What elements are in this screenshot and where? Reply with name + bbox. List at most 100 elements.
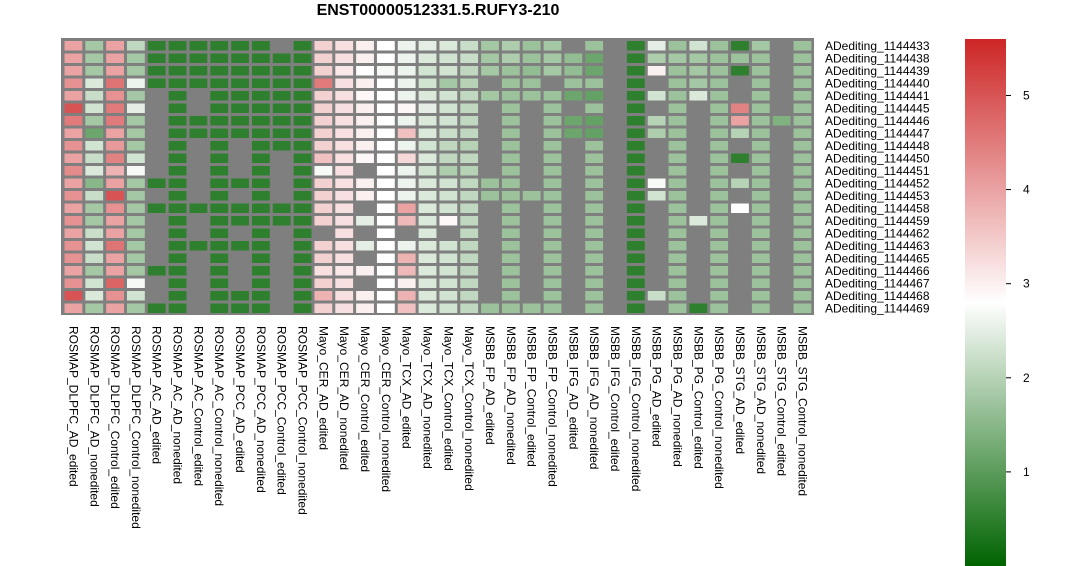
heatmap-cell <box>751 278 770 288</box>
heatmap-cell <box>210 116 229 126</box>
heatmap-cell <box>168 116 187 126</box>
heatmap-cell <box>106 128 124 138</box>
heatmap-cell <box>397 141 416 151</box>
heatmap-cell <box>647 203 666 213</box>
heatmap-cell <box>64 153 83 163</box>
heatmap-cell <box>543 78 562 88</box>
heatmap-cell <box>710 153 729 163</box>
heatmap-cell <box>439 66 458 76</box>
heatmap-cell <box>210 266 229 276</box>
heatmap-cell <box>647 103 666 113</box>
column-label: ROSMAP_AC_Control_nonedited <box>212 326 226 506</box>
heatmap-cell <box>335 128 354 138</box>
heatmap-cell <box>418 266 437 276</box>
heatmap-cell <box>439 303 458 313</box>
heatmap-cell <box>335 203 354 213</box>
heatmap-cell <box>647 216 666 226</box>
heatmap-cell <box>772 178 791 188</box>
heatmap-cell <box>293 278 312 288</box>
heatmap-cell <box>418 53 437 63</box>
row-label: ADediting_1144439 <box>825 64 930 78</box>
heatmap-cell <box>231 116 249 126</box>
heatmap-cell <box>251 78 270 88</box>
heatmap-cell <box>793 203 812 213</box>
colorbar-ticks: 1 2 3 4 5 <box>1006 88 1030 479</box>
heatmap-cell <box>668 228 687 238</box>
heatmap-cell <box>397 128 416 138</box>
heatmap-cell <box>606 291 624 301</box>
heatmap-cell <box>460 228 479 238</box>
heatmap-cell <box>522 253 541 263</box>
heatmap-cell <box>64 166 83 176</box>
heatmap-cell <box>647 166 666 176</box>
heatmap-cell <box>126 291 145 301</box>
heatmap-cell <box>251 103 270 113</box>
heatmap-cell <box>210 141 229 151</box>
heatmap-cell <box>397 291 416 301</box>
heatmap-cell <box>85 166 104 176</box>
heatmap-cell <box>689 216 708 226</box>
heatmap-cell <box>606 53 624 63</box>
heatmap-cell <box>439 203 458 213</box>
heatmap-cell <box>189 266 208 276</box>
heatmap-cell <box>564 303 583 313</box>
column-label: MSBB_IFG_Control_nonedited <box>629 326 643 491</box>
heatmap-cell <box>585 253 604 263</box>
heatmap-cell <box>397 41 416 51</box>
heatmap-cell <box>126 278 145 288</box>
heatmap-cell <box>606 128 624 138</box>
heatmap-cell <box>272 303 291 313</box>
heatmap-cell <box>772 253 791 263</box>
heatmap-cell <box>397 103 416 113</box>
heatmap-cell <box>710 128 729 138</box>
heatmap-cell <box>314 241 333 251</box>
heatmap-cell <box>376 66 395 76</box>
row-label: ADediting_1144450 <box>825 151 930 165</box>
column-label: MSBB_PG_AD_edited <box>650 326 664 447</box>
heatmap-cell <box>793 216 812 226</box>
heatmap-cell <box>251 41 270 51</box>
heatmap-cell <box>543 116 562 126</box>
heatmap-cell <box>189 228 208 238</box>
heatmap-cell <box>106 53 124 63</box>
heatmap-cell <box>210 178 229 188</box>
heatmap-cell <box>168 128 187 138</box>
heatmap-cell <box>460 141 479 151</box>
heatmap-cell <box>356 191 374 201</box>
heatmap-cell <box>147 66 166 76</box>
heatmap-cell <box>210 241 229 251</box>
heatmap-cell <box>481 216 499 226</box>
column-label: MSBB_IFG_AD_nonedited <box>587 326 601 469</box>
heatmap-cell <box>293 41 312 51</box>
heatmap-cell <box>335 66 354 76</box>
heatmap-cell <box>147 303 166 313</box>
heatmap-cell <box>210 91 229 101</box>
heatmap-cell <box>564 178 583 188</box>
heatmap-cell <box>231 253 249 263</box>
heatmap-cell <box>647 266 666 276</box>
heatmap-cell <box>481 166 499 176</box>
heatmap-cell <box>272 116 291 126</box>
heatmap-cell <box>126 228 145 238</box>
row-label: ADediting_1144440 <box>825 76 930 90</box>
heatmap-cell <box>314 41 333 51</box>
heatmap-cell <box>64 41 83 51</box>
heatmap-cell <box>397 241 416 251</box>
heatmap-cell <box>376 78 395 88</box>
row-label: ADediting_1144465 <box>825 251 930 265</box>
heatmap-cell <box>564 228 583 238</box>
heatmap-cell <box>606 41 624 51</box>
heatmap-cell <box>543 216 562 226</box>
heatmap-cell <box>189 178 208 188</box>
heatmap-cell <box>481 266 499 276</box>
heatmap-cell <box>272 291 291 301</box>
heatmap-cell <box>585 91 604 101</box>
heatmap-cell <box>585 166 604 176</box>
heatmap-cell <box>585 128 604 138</box>
heatmap-cell <box>772 53 791 63</box>
heatmap-cell <box>189 216 208 226</box>
heatmap-cell <box>481 253 499 263</box>
heatmap-cell <box>564 116 583 126</box>
heatmap-cell <box>189 153 208 163</box>
heatmap-cell <box>106 291 124 301</box>
